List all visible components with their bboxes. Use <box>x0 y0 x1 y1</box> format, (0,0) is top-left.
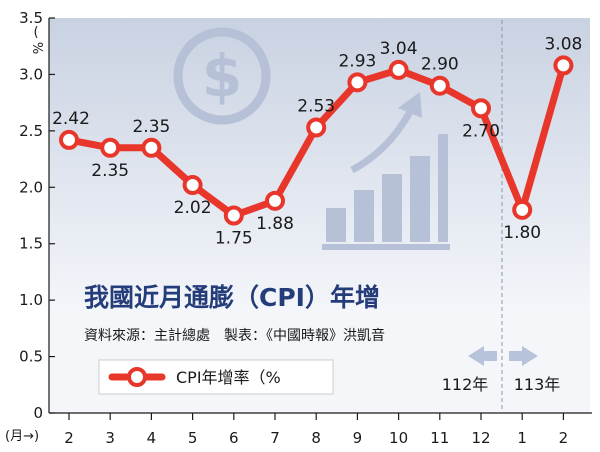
legend-marker-swatch <box>127 367 147 387</box>
data-point <box>265 190 285 211</box>
chart-title: 我國近月通膨（CPI）年增 <box>84 283 380 312</box>
plot-area-background <box>49 18 590 413</box>
data-label: 2.02 <box>174 198 212 218</box>
data-point <box>512 199 533 220</box>
y-tick-label: 1.0 <box>19 291 43 309</box>
y-unit-label: % <box>29 42 44 54</box>
data-label: 2.53 <box>297 96 335 116</box>
data-label: 1.75 <box>215 229 253 249</box>
data-label: 2.35 <box>132 117 170 137</box>
x-tick-label: 2 <box>559 429 569 447</box>
data-label: 2.93 <box>338 51 376 71</box>
year-113-text: 113年 <box>514 375 561 394</box>
data-point <box>388 59 409 80</box>
x-tick-label: 10 <box>389 429 408 447</box>
data-label: 1.80 <box>503 223 541 243</box>
x-tick-label: 7 <box>270 429 280 447</box>
y-tick-label: 1.5 <box>19 235 43 253</box>
data-label: 1.88 <box>256 214 294 234</box>
x-tick-label: 8 <box>311 429 321 447</box>
data-point <box>306 117 327 138</box>
data-point <box>553 55 574 76</box>
right-arrow-icon <box>509 346 538 366</box>
x-tick-label: 3 <box>105 429 115 447</box>
x-tick-label: 6 <box>229 429 239 447</box>
chart-source: 資料來源：主計總處 製表：《中國時報》洪凱音 <box>84 327 385 344</box>
x-tick-label: 12 <box>471 429 490 447</box>
year-label-113: 113年 <box>509 346 560 394</box>
svg-text:$: $ <box>202 42 242 110</box>
data-label: 2.35 <box>91 161 129 181</box>
x-tick-label: 2 <box>64 429 74 447</box>
data-point <box>100 137 121 158</box>
data-label: 2.42 <box>52 109 90 129</box>
year-112-text: 112年 <box>442 375 489 394</box>
x-tick-label: 9 <box>353 429 363 447</box>
data-point <box>347 72 368 93</box>
series-line: 2.42 2.35 2.35 2.021.751.88 2.53 2.933.042.90… <box>52 34 582 248</box>
year-label-112: 112年 <box>442 346 497 394</box>
x-tick-label: 4 <box>147 429 157 447</box>
legend-label: CPI年增率（% <box>176 368 281 387</box>
x-tick-label: 11 <box>430 429 449 447</box>
data-point <box>59 129 79 150</box>
y-tick-label: 2.5 <box>19 122 43 140</box>
data-label: 2.70 <box>462 121 500 141</box>
y-tick-label: 0 <box>33 404 43 422</box>
rising-bars-icon <box>322 134 450 250</box>
dollar-coin-icon: $ <box>173 27 271 125</box>
data-point <box>471 98 491 119</box>
data-label: 3.08 <box>544 34 582 54</box>
left-arrow-icon <box>468 346 497 366</box>
x-tick-label: 5 <box>188 429 198 447</box>
data-label: 2.90 <box>421 55 459 75</box>
data-point <box>223 205 244 226</box>
data-point <box>182 175 203 196</box>
data-point <box>429 75 450 96</box>
data-label: 3.04 <box>380 39 418 59</box>
arrow-head-icon <box>398 92 422 118</box>
rising-arrow-icon <box>350 106 416 174</box>
y-tick-label: 3.5 <box>19 9 43 27</box>
y-unit-open: ( <box>33 25 38 40</box>
y-tick-label: 0.5 <box>19 348 43 366</box>
data-point <box>141 137 162 158</box>
y-ticks: 0 0.5 1.0 1.5 2.0 2.5 3.0 3.5 <box>19 9 55 422</box>
x-tick-label: 1 <box>517 429 527 447</box>
y-tick-label: 3.0 <box>19 65 43 83</box>
legend: CPI年增率（% <box>98 359 334 395</box>
x-ticks: 2 3 4 5 6 7 8 9 10 11 12 1 2 <box>64 413 568 447</box>
y-tick-label: 2.0 <box>19 178 43 196</box>
x-axis-label: (月→) <box>5 429 39 444</box>
